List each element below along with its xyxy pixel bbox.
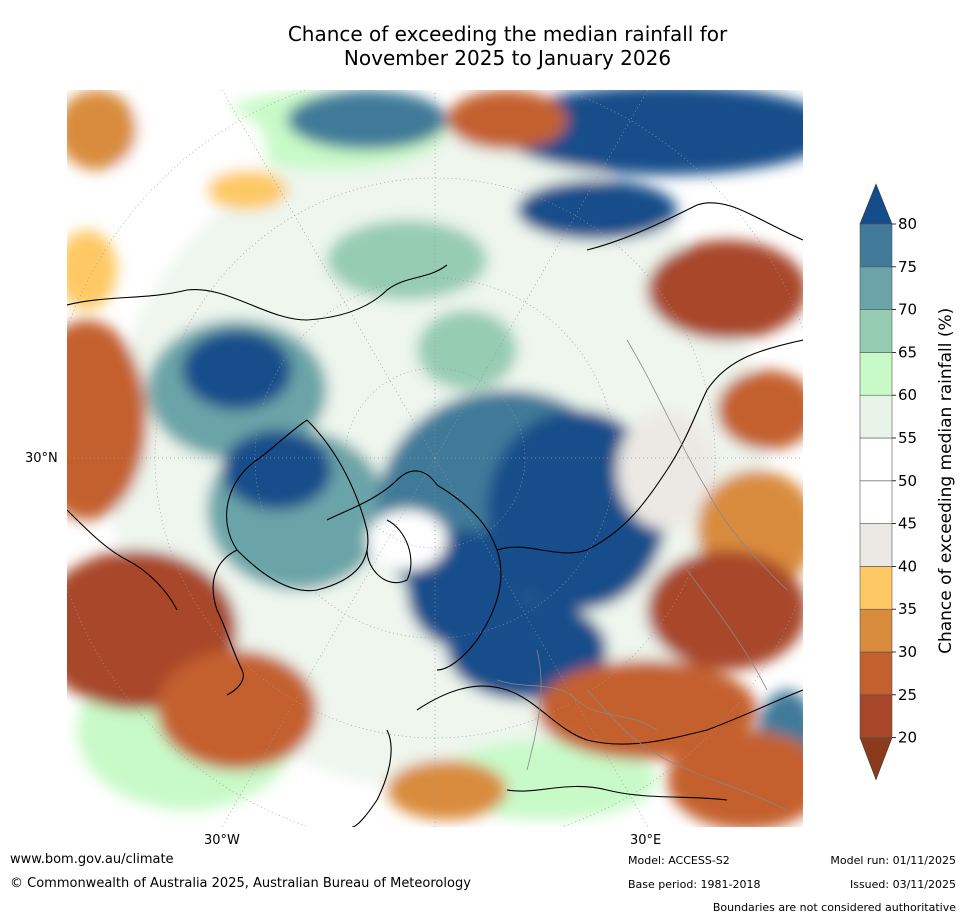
colorbar-segment [859,566,893,610]
issued-date: Issued: 03/11/2025 [849,878,956,891]
colorbar-arrow-top [859,183,893,225]
colorbar-segment [859,608,893,653]
copyright-text: © Commonwealth of Australia 2025, Austra… [10,876,471,891]
colorbar-tick-label: 50 [898,472,917,490]
colorbar-tick-label: 25 [898,686,917,704]
graticule [67,90,803,827]
colorbar-segment [859,480,893,524]
colorbar-segment [859,266,893,310]
colorbar-segment [859,694,893,738]
colorbar-tick-label: 70 [898,301,917,319]
model-name: Model: ACCESS-S2 [628,854,730,867]
colorbar-segment [859,223,893,268]
colorbar-tick-label: 35 [898,600,917,618]
colorbar-tick-label: 45 [898,515,917,533]
colorbar-tick-label: 65 [898,343,917,361]
longitude-label-30e: 30°E [630,833,662,848]
colorbar-label: Chance of exceeding median rainfall (%) [936,308,956,654]
title-line-1: Chance of exceeding the median rainfall … [287,22,728,46]
boundaries-disclaimer: Boundaries are not considered authoritat… [712,901,956,914]
colorbar-segment [859,651,893,696]
colorbar-tick-label: 40 [898,557,917,575]
colorbar-tick-label: 30 [898,643,917,661]
colorbar-segment [859,523,893,567]
colorbar: 20 25 30 35 40 45 50 55 60 65 70 75 80 Chance of exce… [859,183,956,781]
colorbar-segment [859,437,893,482]
colorbar-tick-label: 55 [898,429,917,447]
colorbar-segment [859,309,893,353]
coastlines [67,202,803,827]
website-link[interactable]: www.bom.gov.au/climate [10,852,174,867]
rainfall-probability-map [67,90,803,827]
colorbar-segment [859,394,893,439]
colorbar-segment [859,352,893,396]
base-period: Base period: 1981-2018 [628,878,761,891]
colorbar-arrow-bottom [859,737,893,781]
country-borders [496,339,788,811]
title-line-2: November 2025 to January 2026 [343,46,672,70]
colorbar-tick-label: 60 [898,386,917,404]
latitude-label-30n: 30°N [25,451,58,466]
model-run-date: Model run: 01/11/2025 [830,854,956,867]
colorbar-tick-label: 20 [898,729,917,747]
colorbar-tick-label: 75 [898,258,917,276]
longitude-label-30w: 30°W [204,833,240,848]
colorbar-tick-label: 80 [898,215,917,233]
map-title: Chance of exceeding the median rainfall … [0,22,965,70]
